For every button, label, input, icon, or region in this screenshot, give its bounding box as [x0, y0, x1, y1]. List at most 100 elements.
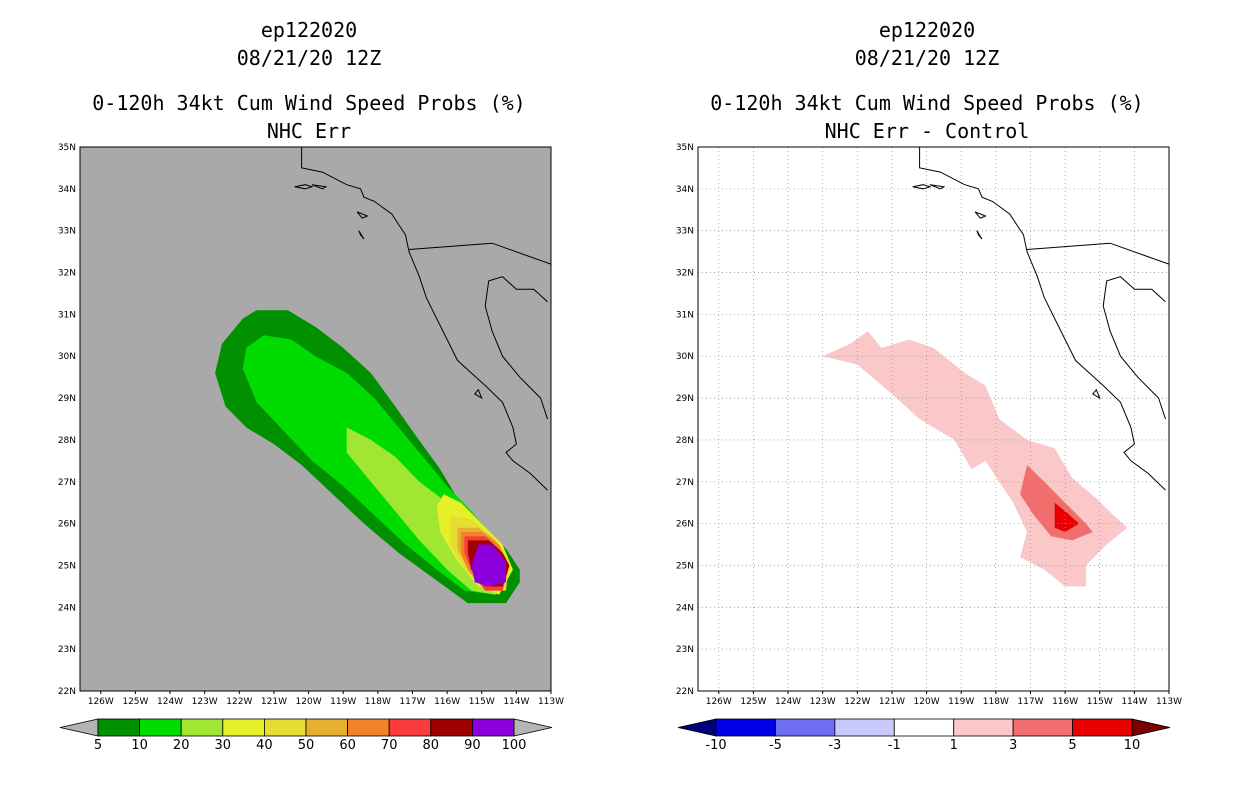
left-y-tick-label: 28N: [58, 436, 76, 446]
right-colorbar-label: 3: [1009, 738, 1017, 753]
right-colorbar-label: -3: [828, 738, 841, 753]
left-x-tick-label: 126W: [88, 697, 114, 707]
right-y-tick-label: 28N: [676, 436, 694, 446]
right-colorbar-swatch: [893, 718, 955, 737]
right-y-tick-label: 26N: [676, 520, 694, 530]
left-colorbar-swatch: [263, 718, 307, 737]
left-colorbar-swatch: [180, 718, 224, 737]
left-colorbar-label: 20: [173, 738, 190, 753]
left-island-0: [294, 184, 314, 190]
left-probability-map: 126W 125W 124W 123W 122W 121W 120W 119W 118W 117W…: [58, 143, 564, 753]
right-x-tick-label: 125W: [740, 697, 766, 707]
right-colorbar-high-arrow: [1131, 718, 1171, 737]
right-y-tick-label: 29N: [676, 394, 694, 404]
right-x-tick-label: 116W: [1052, 697, 1078, 707]
left-gulf-coastline: [484, 276, 548, 420]
right-x-tick-label: 117W: [1017, 697, 1043, 707]
left-title-product: 0-120h 34kt Cum Wind Speed Probs (%): [92, 91, 526, 115]
right-colorbar-label: -5: [769, 738, 782, 753]
left-colorbar-swatch: [430, 718, 473, 737]
left-x-tick-label: 118W: [365, 697, 391, 707]
left-colorbar-swatch: [347, 718, 390, 737]
left-colorbar-swatch: [222, 718, 265, 737]
left-island-2: [356, 211, 369, 219]
right-title-storm: ep122020: [878, 18, 976, 42]
left-title-storm: ep122020: [260, 18, 358, 42]
left-y-tick-label: 29N: [58, 394, 76, 404]
left-y-tick-label: 24N: [58, 603, 76, 613]
right-island-2: [974, 211, 987, 219]
right-title-date: 08/21/20 12Z: [854, 46, 1000, 70]
right-plot-area: [698, 147, 1169, 691]
right-y-tick-label: 33N: [676, 227, 694, 237]
left-y-tick-label: 34N: [58, 185, 76, 195]
left-plot-frame: [79, 146, 552, 692]
left-colorbar-label: 100: [502, 738, 527, 753]
left-y-tick-label: 26N: [58, 520, 76, 530]
right-panel: ep122020 08/21/20 12Z 0-120h 34kt Cum Wi…: [618, 0, 1236, 800]
left-colorbar-low-arrow: [59, 718, 99, 737]
left-island-3: [358, 230, 365, 240]
left-colorbar-label: 70: [381, 738, 398, 753]
left-title-subtitle: NHC Err: [266, 119, 352, 143]
right-x-tick-label: 120W: [914, 697, 940, 707]
left-y-tick-label: 23N: [58, 645, 76, 655]
right-y-tick-label: 27N: [676, 478, 694, 488]
right-x-tick-label: 121W: [879, 697, 905, 707]
right-title-subtitle: NHC Err - Control: [824, 119, 1030, 143]
left-x-tick-label: 119W: [330, 697, 356, 707]
left-x-tick-label: 113W: [538, 697, 564, 707]
right-x-tick-label: 113W: [1156, 697, 1182, 707]
right-coastline: [919, 147, 1166, 491]
right-colorbar-label: -10: [705, 738, 726, 753]
left-colorbar-label: 90: [464, 738, 481, 753]
left-colorbar-label: 40: [256, 738, 273, 753]
left-colorbar-label: 10: [131, 738, 148, 753]
right-island-4: [1092, 388, 1101, 400]
right-x-tick-label: 119W: [948, 697, 974, 707]
right-colorbar-swatch: [834, 718, 895, 737]
left-island-1: [311, 184, 328, 190]
right-border-line: [1026, 242, 1169, 265]
right-island-3: [976, 230, 983, 240]
right-title-product: 0-120h 34kt Cum Wind Speed Probs (%): [710, 91, 1144, 115]
right-y-tick-label: 23N: [676, 645, 694, 655]
left-y-tick-label: 22N: [58, 687, 76, 697]
left-x-tick-label: 114W: [503, 697, 529, 707]
right-colorbar-swatch: [715, 718, 776, 737]
right-gulf-coastline: [1102, 276, 1166, 420]
left-panel: ep122020 08/21/20 12Z 0-120h 34kt Cum Wi…: [58, 18, 564, 753]
right-x-tick-label: 118W: [983, 697, 1009, 707]
right-y-tick-label: 32N: [676, 269, 694, 279]
right-x-tick-label: 122W: [844, 697, 870, 707]
left-plot-area: [215, 147, 551, 604]
left-colorbar-label: 80: [423, 738, 440, 753]
right-plot-frame: [697, 146, 1170, 692]
left-x-tick-label: 121W: [261, 697, 287, 707]
right-x-tick-label: 126W: [706, 697, 732, 707]
right-colorbar-label: -1: [888, 738, 901, 753]
left-x-tick-label: 124W: [157, 697, 183, 707]
right-y-tick-label: 31N: [676, 310, 694, 320]
right-x-tick-label: 114W: [1121, 697, 1147, 707]
right-colorbar-label: 5: [1068, 738, 1076, 753]
right-colorbar-label: 1: [950, 738, 958, 753]
left-x-tick-label: 117W: [399, 697, 425, 707]
left-y-tick-label: 32N: [58, 269, 76, 279]
right-island-1: [929, 184, 946, 190]
left-colorbar-swatch: [305, 718, 348, 737]
left-title-date: 08/21/20 12Z: [236, 46, 382, 70]
right-colorbar-low-arrow: [677, 718, 717, 737]
left-coastline: [301, 147, 548, 491]
left-x-tick-label: 123W: [192, 697, 218, 707]
left-colorbar-swatch: [97, 718, 140, 737]
left-y-tick-label: 35N: [58, 143, 76, 153]
right-y-tick-label: 35N: [676, 143, 694, 153]
left-y-tick-label: 25N: [58, 561, 76, 571]
left-x-tick-label: 120W: [296, 697, 322, 707]
left-colorbar-label: 30: [215, 738, 232, 753]
left-colorbar-swatch: [388, 718, 432, 737]
left-island-4: [474, 388, 483, 400]
right-y-tick-label: 34N: [676, 185, 694, 195]
right-colorbar-label: 10: [1124, 738, 1141, 753]
